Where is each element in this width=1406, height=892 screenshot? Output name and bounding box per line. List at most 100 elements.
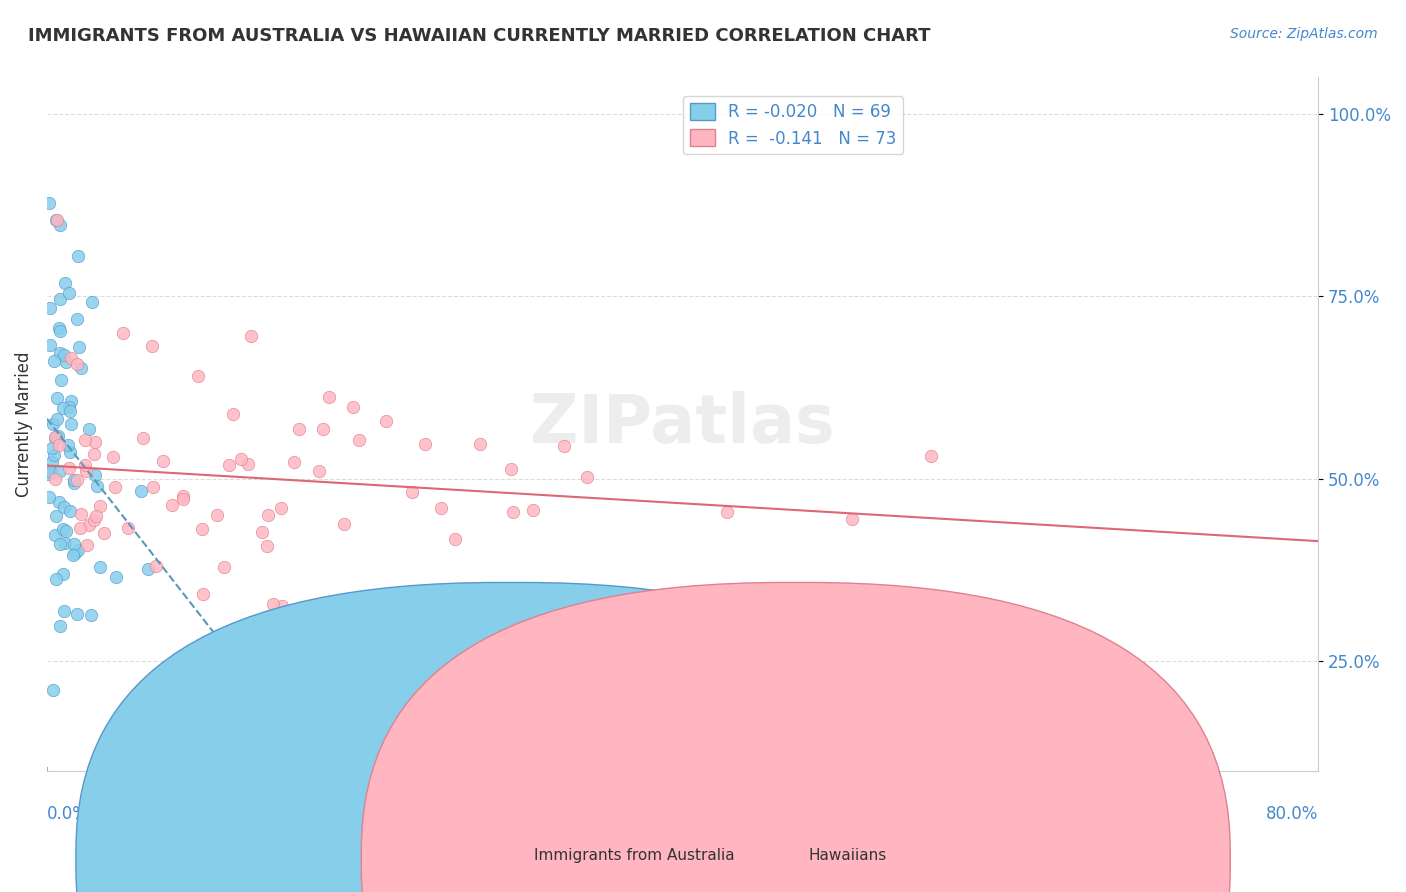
Point — [38, 196, 60, 211]
Point — [240, 329, 263, 343]
Point — [312, 422, 335, 436]
Point — [288, 422, 311, 436]
Point — [205, 508, 228, 522]
Point — [308, 464, 330, 478]
Point — [45, 412, 67, 426]
Point — [52, 401, 75, 416]
Text: Source: ZipAtlas.com: Source: ZipAtlas.com — [1230, 27, 1378, 41]
Point — [60, 351, 83, 365]
Point — [318, 390, 340, 404]
Point — [80, 607, 103, 622]
Point — [58, 400, 80, 414]
Point — [470, 437, 492, 451]
Point — [347, 434, 370, 448]
Point — [256, 539, 278, 553]
Point — [42, 353, 65, 368]
Point — [48, 464, 70, 478]
Point — [59, 504, 82, 518]
Point — [342, 400, 364, 414]
Point — [187, 369, 209, 384]
Point — [76, 538, 98, 552]
Point — [41, 455, 63, 469]
Text: ZIPatlas: ZIPatlas — [530, 391, 835, 457]
Point — [841, 512, 863, 526]
Point — [522, 503, 544, 517]
Point — [499, 461, 522, 475]
Point — [222, 407, 245, 421]
Point — [443, 532, 465, 546]
Point — [575, 470, 598, 484]
Point — [45, 430, 67, 444]
Point — [49, 346, 72, 360]
Point — [401, 484, 423, 499]
Point — [333, 516, 356, 531]
Point — [84, 508, 107, 523]
Point — [415, 437, 437, 451]
Point — [53, 535, 76, 549]
Point — [250, 524, 273, 539]
Point — [262, 597, 284, 611]
Point — [271, 599, 294, 614]
Point — [83, 447, 105, 461]
Point — [39, 301, 62, 316]
Point — [49, 618, 72, 632]
Point — [49, 537, 72, 551]
Point — [56, 438, 79, 452]
Point — [553, 439, 575, 453]
Point — [42, 448, 65, 462]
Point — [58, 445, 80, 459]
Point — [104, 480, 127, 494]
Point — [63, 536, 86, 550]
Point — [160, 498, 183, 512]
Point — [236, 457, 259, 471]
Point — [67, 340, 90, 354]
Point — [191, 586, 214, 600]
Point — [58, 461, 80, 475]
Point — [58, 286, 80, 301]
Point — [52, 522, 75, 536]
Point — [430, 501, 453, 516]
Point — [89, 560, 111, 574]
Point — [375, 413, 398, 427]
Point — [136, 562, 159, 576]
Point — [80, 294, 103, 309]
Point — [502, 505, 524, 519]
Point — [42, 417, 65, 431]
Point — [83, 467, 105, 482]
Point — [172, 489, 194, 503]
Point — [53, 277, 76, 291]
Point — [59, 394, 82, 409]
Point — [66, 607, 89, 621]
Point — [152, 453, 174, 467]
Point — [283, 455, 305, 469]
Point — [70, 361, 93, 376]
Point — [48, 438, 70, 452]
Point — [45, 509, 67, 524]
Point — [104, 570, 127, 584]
Point — [45, 392, 67, 406]
Point — [83, 513, 105, 527]
Point — [48, 292, 70, 306]
Point — [52, 500, 75, 515]
Point — [70, 508, 93, 522]
Point — [256, 508, 278, 523]
Point — [66, 312, 89, 326]
Point — [129, 484, 152, 499]
Point — [145, 559, 167, 574]
Point — [44, 572, 66, 586]
Point — [132, 431, 155, 445]
Point — [62, 473, 84, 487]
Point — [65, 546, 87, 560]
Point — [49, 219, 72, 233]
Point — [46, 212, 69, 227]
Point — [49, 373, 72, 387]
Point — [51, 567, 73, 582]
Point — [73, 458, 96, 473]
Point — [214, 559, 236, 574]
Point — [111, 326, 134, 340]
Point — [270, 500, 292, 515]
Point — [101, 450, 124, 464]
Point — [37, 467, 59, 482]
Point — [53, 348, 76, 362]
Point — [93, 525, 115, 540]
